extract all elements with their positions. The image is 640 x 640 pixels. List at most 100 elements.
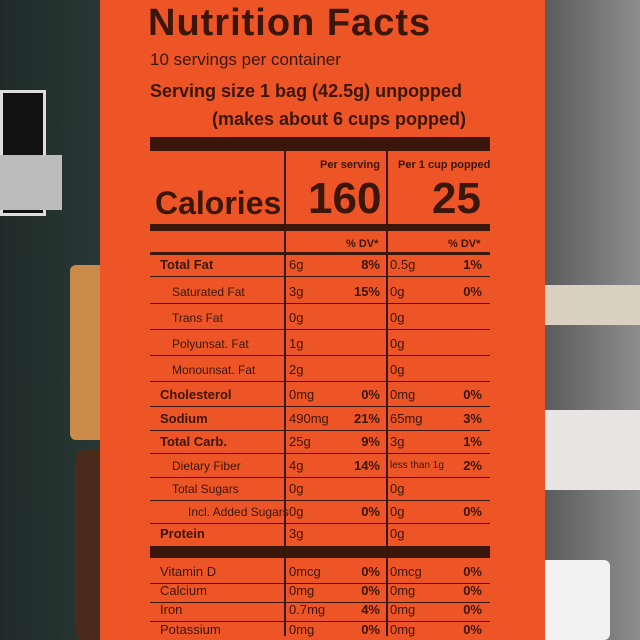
- column-header: Per 1 cup popped: [398, 159, 491, 171]
- cup-amount: 65mg: [390, 411, 423, 426]
- row-rule: [150, 621, 490, 622]
- row-rule: [150, 500, 490, 501]
- cup-amount: 0g: [390, 336, 405, 351]
- shelf: [528, 285, 640, 325]
- nutrient-name: Calcium: [160, 583, 207, 598]
- nutrient-name: Potassium: [160, 622, 221, 637]
- cup-amount: less than 1g: [390, 460, 444, 471]
- row-rule: [150, 602, 490, 603]
- serving-amount: 3g: [289, 526, 304, 541]
- nutrient-name: Vitamin D: [160, 564, 217, 579]
- serving-amount: 0.7mg: [289, 602, 326, 617]
- row-rule: [150, 430, 490, 431]
- serving-dv: 9%: [361, 434, 380, 449]
- cup-dv: 0%: [463, 564, 482, 579]
- nutrition-label: [100, 0, 545, 640]
- rule: [150, 224, 490, 231]
- cup-dv: 3%: [463, 411, 482, 426]
- serving-amount: 0g: [289, 310, 304, 325]
- rule: [150, 252, 490, 255]
- cup-dv: 0%: [463, 504, 482, 519]
- row-rule: [150, 355, 490, 356]
- cup-dv: 0%: [463, 387, 482, 402]
- nutrient-name: Trans Fat: [172, 311, 223, 325]
- serving-amount: 0mg: [289, 387, 315, 402]
- serving-amount: 0g: [289, 504, 304, 519]
- calories-value: 160: [308, 174, 382, 223]
- cup-dv: 0%: [463, 284, 482, 299]
- servings: 10 servings per container: [150, 50, 341, 69]
- cup-amount: 0g: [390, 362, 405, 377]
- cup-dv: 0%: [463, 602, 482, 617]
- serving-amount: 25g: [289, 434, 311, 449]
- serving-dv: 8%: [361, 257, 380, 272]
- calories-label: Calories: [155, 185, 282, 221]
- serving-dv: 0%: [361, 504, 380, 519]
- column-line: [284, 151, 286, 636]
- cup-amount: 0mg: [390, 583, 416, 598]
- serving-amount: 3g: [289, 284, 304, 299]
- nutrient-name: Saturated Fat: [172, 285, 245, 299]
- title: Nutrition Facts: [148, 2, 432, 44]
- cup-amount: 0mg: [390, 602, 416, 617]
- nutrient-name: Total Carb.: [160, 434, 227, 449]
- cup-amount: 0g: [390, 504, 405, 519]
- cup-amount: 0.5g: [390, 257, 416, 272]
- serving-dv: 0%: [361, 564, 380, 579]
- rule: [150, 546, 490, 558]
- nutrient-name: Sodium: [160, 411, 208, 426]
- cup-dv: 1%: [463, 257, 482, 272]
- row-rule: [150, 303, 490, 304]
- row-rule: [150, 477, 490, 478]
- cup-amount: 0mcg: [390, 564, 422, 579]
- serving-amount: 0g: [289, 481, 304, 496]
- nutrient-name: Polyunsat. Fat: [172, 337, 249, 351]
- serving-size: Serving size 1 bag (42.5g) unpopped: [150, 81, 463, 101]
- row-rule: [150, 329, 490, 330]
- cup-dv: 0%: [463, 622, 482, 637]
- nutrient-name: Incl. Added Sugars: [188, 505, 289, 519]
- nutrient-name: Monounsat. Fat: [172, 363, 256, 377]
- cup-dv: 0%: [463, 583, 482, 598]
- cup-dv: 2%: [463, 458, 482, 473]
- serving-amount: 490mg: [289, 411, 329, 426]
- serving-amount: 0mcg: [289, 564, 321, 579]
- nutrient-name: Protein: [160, 526, 205, 541]
- nutrient-name: Total Sugars: [172, 482, 239, 496]
- serving-amount: 6g: [289, 257, 304, 272]
- cup-amount: 0g: [390, 310, 405, 325]
- serving-dv: 21%: [353, 411, 380, 426]
- serving-dv: 15%: [353, 284, 380, 299]
- serving-dv: 0%: [361, 583, 380, 598]
- cup-amount: 0mg: [390, 387, 416, 402]
- serving-dv: 0%: [361, 622, 380, 637]
- serving-amount: 1g: [289, 336, 304, 351]
- dv-header: % DV*: [346, 238, 379, 250]
- cup-amount: 0g: [390, 526, 405, 541]
- nutrient-name: Dietary Fiber: [172, 459, 241, 473]
- serving-dv: 0%: [361, 387, 380, 402]
- calories-value: 25: [432, 174, 481, 223]
- cup-amount: 0g: [390, 284, 405, 299]
- column-line: [386, 151, 388, 636]
- row-rule: [150, 381, 490, 382]
- serving-dv: 14%: [353, 458, 380, 473]
- dv-header: % DV*: [448, 238, 481, 250]
- row-rule: [150, 276, 490, 277]
- serving-amount: 0mg: [289, 583, 315, 598]
- serving-size: (makes about 6 cups popped): [212, 109, 467, 129]
- serving-amount: 2g: [289, 362, 304, 377]
- nutrient-name: Iron: [160, 602, 183, 617]
- row-rule: [150, 453, 490, 454]
- cup-amount: 0mg: [390, 622, 416, 637]
- serving-dv: 4%: [361, 602, 380, 617]
- column-header: Per serving: [320, 159, 380, 171]
- nutrient-name: Cholesterol: [160, 387, 232, 402]
- nutrient-name: Total Fat: [160, 257, 214, 272]
- lamp: [0, 155, 62, 210]
- serving-amount: 0mg: [289, 622, 315, 637]
- serving-amount: 4g: [289, 458, 304, 473]
- cup-dv: 1%: [463, 434, 482, 449]
- row-rule: [150, 583, 490, 584]
